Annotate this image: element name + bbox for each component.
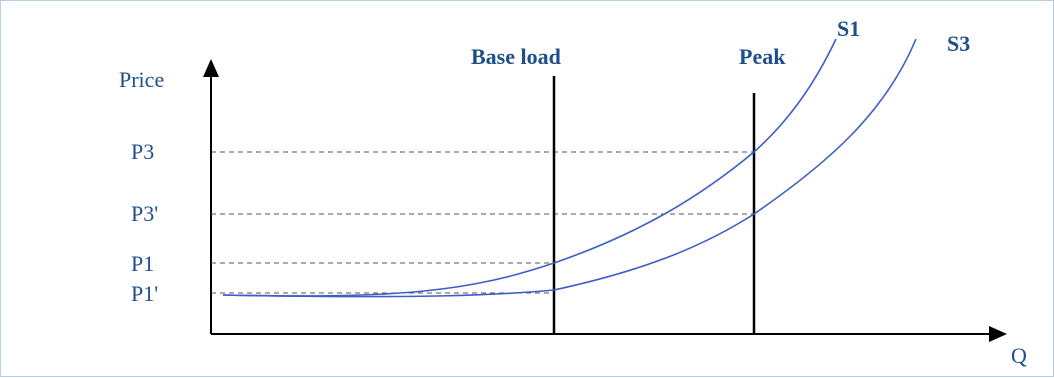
price-label-p1-prime: P1': [131, 281, 158, 306]
base-load-label: Base load: [471, 44, 561, 69]
price-label-p1: P1: [131, 251, 154, 276]
price-label-p3-prime: P3': [131, 201, 158, 226]
curve-label-s1: S1: [837, 16, 860, 41]
curve-label-s3: S3: [947, 31, 970, 56]
x-axis-label: Q: [1011, 343, 1027, 368]
peak-label: Peak: [739, 44, 786, 69]
y-axis-label: Price: [119, 67, 164, 92]
curve-s1: [223, 39, 836, 296]
price-label-p3: P3: [131, 139, 154, 164]
